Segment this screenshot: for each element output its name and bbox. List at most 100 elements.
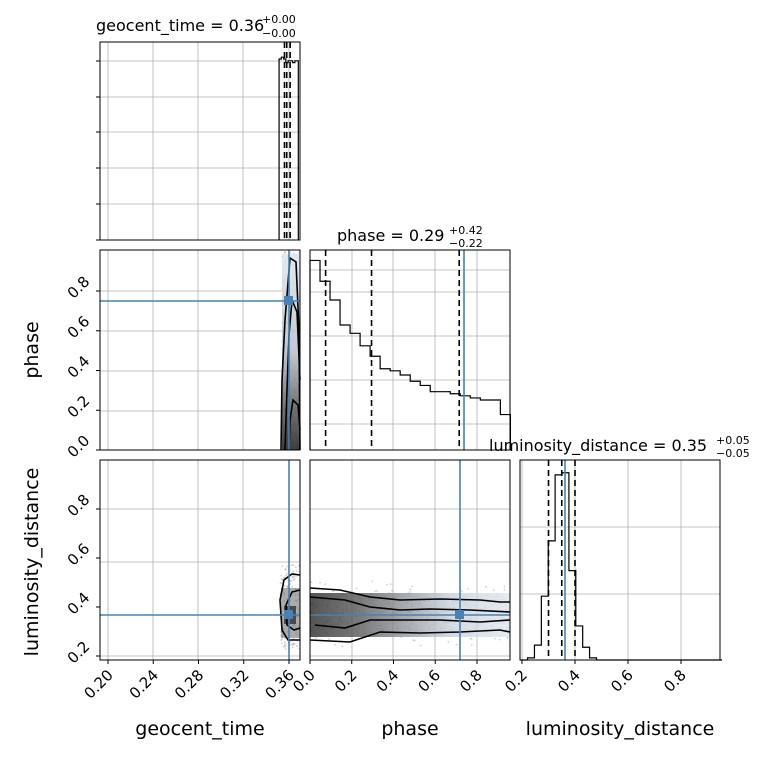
scatter-point xyxy=(292,252,295,255)
scatter-point xyxy=(485,585,488,588)
scatter-point xyxy=(389,583,392,586)
scatter-point xyxy=(503,588,506,591)
scatter-point xyxy=(341,645,344,648)
scatter-point xyxy=(319,581,322,584)
scatter-point xyxy=(291,643,294,646)
scatter-point xyxy=(455,643,458,646)
scatter-point xyxy=(294,566,297,568)
grid xyxy=(100,42,300,240)
scatter-point xyxy=(289,583,292,585)
scatter-point xyxy=(332,590,334,593)
y-tick-label: 0.8 xyxy=(64,491,94,521)
panel-hist-phase: phase = 0.29 +0.42 −0.22 xyxy=(309,224,511,451)
scatter-point xyxy=(498,638,501,641)
scatter-point xyxy=(386,583,389,586)
truth-marker xyxy=(284,610,293,619)
scatter-point xyxy=(284,648,287,650)
y-tick-label: 0.4 xyxy=(64,352,94,382)
scatter-point xyxy=(283,641,286,644)
scatter-point xyxy=(461,590,463,592)
xlabel-phase: phase xyxy=(381,718,438,740)
scatter-point xyxy=(284,569,287,571)
scatter-point xyxy=(328,638,331,640)
y-tick-label: 0.6 xyxy=(64,540,94,570)
scatter-point xyxy=(289,641,292,643)
scatter-point xyxy=(412,639,415,642)
scatter-point xyxy=(292,642,295,645)
ylabel-phase: phase xyxy=(21,321,43,378)
scatter-point xyxy=(506,636,509,639)
scatter-point xyxy=(291,646,294,649)
scatter-point xyxy=(371,580,374,583)
scatter-point xyxy=(283,644,286,647)
scatter-point xyxy=(470,643,473,646)
scatter-point xyxy=(284,251,286,254)
scatter-point xyxy=(295,575,297,578)
x-tick-labels-phase: 0.0 0.2 0.4 0.6 0.8 xyxy=(289,660,486,696)
scatter-point xyxy=(290,643,293,646)
scatter-point xyxy=(290,579,293,582)
title-plus: +0.00 xyxy=(262,13,296,26)
scatter-point xyxy=(291,585,294,588)
x-tick-label: 0.8 xyxy=(660,666,690,696)
scatter-point xyxy=(292,570,295,573)
title-minus: −0.05 xyxy=(716,447,750,460)
scatter-point xyxy=(281,638,283,641)
y-tick-label: 0.8 xyxy=(64,273,94,303)
scatter-point xyxy=(467,588,470,590)
contours xyxy=(309,587,511,643)
x-tick-label: 0.2 xyxy=(331,666,361,696)
x-tick-label: 0.2 xyxy=(501,666,531,696)
scatter-point xyxy=(286,565,288,568)
truth-marker xyxy=(455,610,464,619)
panel-2d-phase-ld: 0.0 0.2 0.4 0.6 0.8 xyxy=(289,459,511,696)
xlabel-ld: luminosity_distance xyxy=(526,718,715,740)
panel-hist-ld: luminosity_distance = 0.35 +0.05 −0.05 0… xyxy=(489,434,750,696)
scatter-point xyxy=(411,585,413,588)
x-tick-labels-geocent: 0.20 0.24 0.28 0.32 0.36 xyxy=(80,660,298,702)
truth-lines xyxy=(100,250,300,450)
title-geocent-time: geocent_time = 0.36 +0.00 −0.00 xyxy=(96,13,296,40)
x-tick-labels-ld: 0.2 0.4 0.6 0.8 xyxy=(501,660,690,696)
title-minus: −0.00 xyxy=(262,27,296,40)
quantile-lines xyxy=(324,250,461,450)
scatter-point xyxy=(284,574,287,577)
quantile-lines xyxy=(283,42,291,240)
scatter-point xyxy=(447,640,450,643)
scatter-point xyxy=(283,576,286,579)
hist-steps xyxy=(278,56,299,240)
scatter-point xyxy=(293,643,296,646)
scatter-point xyxy=(281,579,284,582)
scatter-point xyxy=(292,575,295,578)
scatter-point xyxy=(292,564,295,567)
ylabel-ld: luminosity_distance xyxy=(21,468,43,657)
scatter-point xyxy=(281,565,284,568)
x-tick-label: 0.0 xyxy=(289,666,319,696)
scatter-point xyxy=(492,589,495,592)
scatter-point xyxy=(284,568,287,570)
title-plus: +0.42 xyxy=(449,224,483,237)
scatter-point xyxy=(334,643,336,646)
scatter-point xyxy=(283,585,286,587)
scatter-point xyxy=(310,581,313,584)
scatter-point xyxy=(285,573,288,575)
x-tick-label: 0.28 xyxy=(171,666,207,702)
scatter-point xyxy=(470,637,473,640)
xlabel-geocent-time: geocent_time xyxy=(135,718,264,740)
title-label: geocent_time = 0.36 xyxy=(96,16,264,36)
panel-2d-geocent-ld: 0.20.40.60.8 0.20 0.24 0.28 0.32 0.36 xyxy=(64,459,301,702)
scatter-point xyxy=(494,637,497,640)
scatter-point xyxy=(290,564,293,567)
svg-text:phase = 0.29: phase = 0.29 xyxy=(337,226,444,245)
scatter-point xyxy=(292,643,295,645)
svg-text:luminosity_distance = 0.35: luminosity_distance = 0.35 xyxy=(489,436,707,456)
quantile-lines xyxy=(547,460,576,660)
scatter-point xyxy=(292,579,295,581)
scatter-point xyxy=(293,577,296,580)
scatter-point xyxy=(391,589,393,592)
y-tick-label: 0.0 xyxy=(64,432,94,462)
scatter-point xyxy=(284,645,287,648)
scatter-point xyxy=(289,251,292,254)
scatter-point xyxy=(374,590,376,593)
